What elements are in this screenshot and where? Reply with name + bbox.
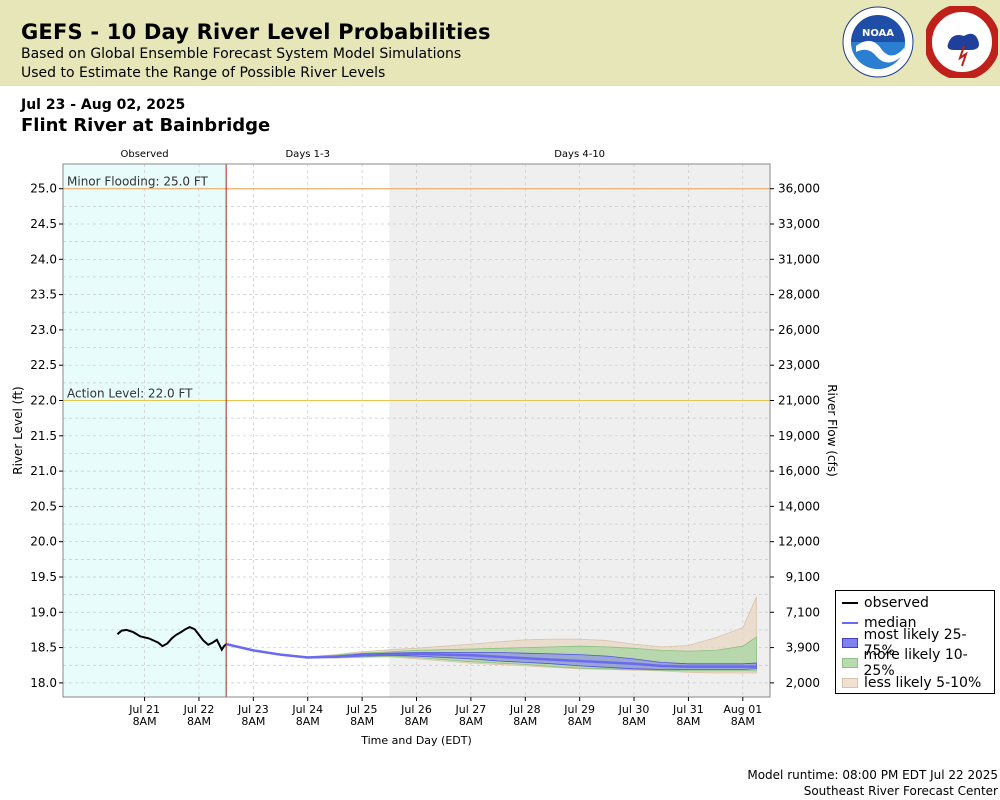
right-tick-label: 19,000 xyxy=(778,429,820,443)
x-tick-day: Jul 31 xyxy=(672,703,704,716)
y-tick-label: 23.0 xyxy=(30,323,57,337)
chart-legend: observed median most likely 25-75% more … xyxy=(835,590,995,694)
y-axis-label-right: River Flow (cfs) xyxy=(825,384,839,477)
noaa-logo: NOAA xyxy=(842,6,914,78)
station-name: Flint River at Bainbridge xyxy=(21,115,271,136)
x-tick-day: Jul 24 xyxy=(291,703,323,716)
region-label: Days 4-10 xyxy=(554,149,605,160)
x-tick-day: Jul 27 xyxy=(455,703,487,716)
y-tick-label: 23.5 xyxy=(30,288,57,302)
legend-item-25-75: most likely 25-75% xyxy=(842,627,994,659)
x-tick-day: Jul 28 xyxy=(509,703,541,716)
y-tick-label: 18.0 xyxy=(30,676,57,690)
x-tick-time: 8AM xyxy=(133,715,157,728)
x-tick-time: 8AM xyxy=(731,715,755,728)
x-axis-label: Time and Day (EDT) xyxy=(360,734,472,747)
y-tick-label: 22.5 xyxy=(30,358,57,372)
legend-item-10-25: more likely 10-25% xyxy=(842,647,994,679)
y-tick-label: 20.0 xyxy=(30,535,57,549)
right-tick-label: 9,100 xyxy=(786,570,820,584)
legend-item-median: median xyxy=(842,614,916,632)
threshold-label: Minor Flooding: 25.0 FT xyxy=(67,175,209,189)
x-tick-time: 8AM xyxy=(676,715,700,728)
region-label: Days 1-3 xyxy=(285,149,329,160)
x-tick-time: 8AM xyxy=(568,715,592,728)
legend-swatch-10-25 xyxy=(842,658,858,668)
x-tick-day: Jul 26 xyxy=(400,703,432,716)
right-tick-label: 23,000 xyxy=(778,358,820,372)
legend-swatch-25-75 xyxy=(842,638,858,648)
y-tick-label: 25.0 xyxy=(30,182,57,196)
x-tick-day: Aug 01 xyxy=(723,703,762,716)
x-tick-day: Jul 25 xyxy=(346,703,378,716)
right-tick-label: 3,900 xyxy=(786,641,820,655)
right-tick-label: 12,000 xyxy=(778,535,820,549)
header-banner: GEFS - 10 Day River Level Probabilities … xyxy=(0,0,1000,86)
right-tick-label: 7,100 xyxy=(786,605,820,619)
x-tick-time: 8AM xyxy=(350,715,374,728)
model-runtime: Model runtime: 08:00 PM EDT Jul 22 2025 xyxy=(747,768,998,782)
series-line-median xyxy=(225,642,757,668)
threshold-label: Action Level: 22.0 FT xyxy=(67,386,193,400)
nws-logo xyxy=(926,6,998,78)
legend-label-observed: observed xyxy=(864,595,929,611)
y-tick-label: 21.5 xyxy=(30,429,57,443)
x-tick-time: 8AM xyxy=(404,715,428,728)
y-tick-label: 24.0 xyxy=(30,252,57,266)
right-tick-label: 28,000 xyxy=(778,288,820,302)
legend-swatch-observed xyxy=(842,602,858,604)
x-tick-time: 8AM xyxy=(241,715,265,728)
right-tick-label: 33,000 xyxy=(778,217,820,231)
legend-label-5-10: less likely 5-10% xyxy=(864,675,982,691)
x-tick-day: Jul 29 xyxy=(563,703,595,716)
y-tick-label: 18.5 xyxy=(30,641,57,655)
x-tick-time: 8AM xyxy=(459,715,483,728)
x-tick-day: Jul 22 xyxy=(183,703,215,716)
x-tick-time: 8AM xyxy=(622,715,646,728)
y-tick-label: 20.5 xyxy=(30,499,57,513)
page-title: GEFS - 10 Day River Level Probabilities xyxy=(21,20,491,44)
legend-label-median: median xyxy=(864,615,917,631)
right-tick-label: 36,000 xyxy=(778,182,820,196)
x-tick-time: 8AM xyxy=(187,715,211,728)
forecast-center: Southeast River Forecast Center xyxy=(803,784,998,798)
region-label: Observed xyxy=(121,149,169,160)
right-tick-label: 2,000 xyxy=(786,676,820,690)
right-tick-label: 16,000 xyxy=(778,464,820,478)
y-tick-label: 19.0 xyxy=(30,605,57,619)
y-tick-label: 22.0 xyxy=(30,393,57,407)
legend-item-observed: observed xyxy=(842,594,929,612)
right-tick-label: 14,000 xyxy=(778,499,820,513)
legend-label-10-25: more likely 10-25% xyxy=(863,647,968,679)
x-tick-time: 8AM xyxy=(296,715,320,728)
series-line-observed xyxy=(116,626,227,652)
subtitle-line-2: Used to Estimate the Range of Possible R… xyxy=(21,65,386,81)
right-tick-label: 31,000 xyxy=(778,252,820,266)
x-tick-day: Jul 30 xyxy=(618,703,650,716)
legend-swatch-median xyxy=(842,622,858,624)
date-range: Jul 23 - Aug 02, 2025 xyxy=(21,97,186,113)
right-tick-label: 26,000 xyxy=(778,323,820,337)
y-tick-label: 19.5 xyxy=(30,570,57,584)
legend-swatch-5-10 xyxy=(842,678,858,688)
y-tick-label: 24.5 xyxy=(30,217,57,231)
x-tick-time: 8AM xyxy=(513,715,537,728)
y-axis-label: River Level (ft) xyxy=(11,386,25,474)
legend-label-25-75: most likely 25-75% xyxy=(863,627,967,659)
x-tick-day: Jul 23 xyxy=(237,703,269,716)
y-tick-label: 21.0 xyxy=(30,464,57,478)
subtitle-line-1: Based on Global Ensemble Forecast System… xyxy=(21,46,462,62)
x-tick-day: Jul 21 xyxy=(128,703,160,716)
legend-item-5-10: less likely 5-10% xyxy=(842,674,981,692)
svg-text:NOAA: NOAA xyxy=(862,28,894,39)
right-tick-label: 21,000 xyxy=(778,393,820,407)
